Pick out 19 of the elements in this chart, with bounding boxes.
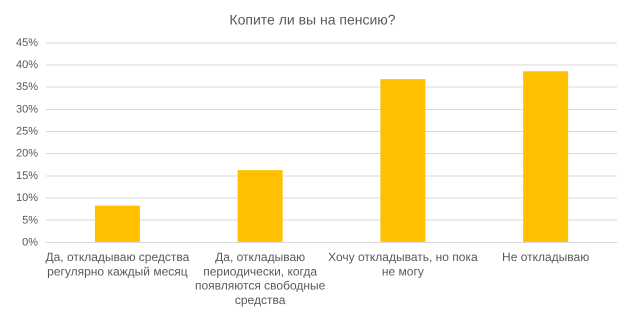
bar: [380, 79, 426, 242]
bar: [238, 170, 283, 242]
bar: [94, 206, 140, 242]
x-tick-label: Хочу откладывать, но пока не могу: [328, 250, 478, 278]
y-tick-label: 15%: [16, 170, 38, 182]
y-tick-label: 45%: [16, 36, 38, 49]
x-tick-label: Не откладываю: [502, 250, 590, 264]
y-tick-label: 20%: [16, 148, 38, 160]
y-tick-label: 30%: [16, 103, 38, 116]
y-tick-label: 40%: [16, 59, 38, 72]
y-tick-label: 5%: [22, 214, 38, 226]
y-tick-label: 25%: [16, 126, 38, 138]
chart-title: Копите ли вы на пенсию?: [229, 11, 396, 28]
y-tick-label: 0%: [22, 236, 38, 248]
y-tick-label: 35%: [16, 81, 38, 94]
x-tick-label: Да, откладываю периодически, когда появляются свободные средства: [194, 250, 326, 308]
y-tick-label: 10%: [16, 192, 38, 204]
x-tick-label: Да, откладываю средства регулярно каждый месяц: [45, 250, 190, 278]
bar: [523, 71, 568, 242]
